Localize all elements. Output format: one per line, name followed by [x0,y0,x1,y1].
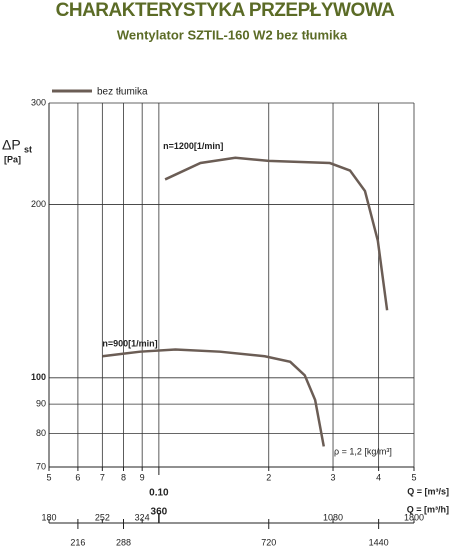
x-tick-label: 0.10 [149,488,169,499]
x2-tick-label: 180 [41,512,56,522]
x-tick-label: 2 [266,472,271,482]
series-label: n=900[1/min] [102,339,157,349]
series-line [164,156,389,311]
y-axis-label-sub: st [24,144,32,154]
y-tick-label: 80 [36,428,46,438]
y-tick-label: 70 [36,461,46,471]
x2-tick-label: 1800 [404,512,424,522]
chart-subtitle: Wentylator SZTIL-160 W2 bez tłumika [117,27,348,42]
x-tick-label: 4 [376,472,381,482]
x-tick-label: 5 [411,472,416,482]
series-line [102,348,326,447]
x2-tick-label: 324 [135,512,150,522]
x2-tick-label: 252 [95,512,110,522]
x2-tick-label: 1080 [323,512,343,522]
x2-axis-label: Q = [m³/h] [407,504,449,514]
y-tick-label: 200 [31,199,46,209]
x2-tick-label: 720 [261,537,276,547]
chart-title: CHARAKTERYSTYKA PRZEPŁYWOWA [56,0,395,21]
y-tick-label: 100 [31,372,46,382]
x-tick-label: 7 [100,472,105,482]
x2-tick-label: 1440 [369,537,389,547]
x2-tick-label: 288 [116,537,131,547]
y-axis-unit: [Pa] [4,154,21,164]
x-tick-label: 3 [331,472,336,482]
x-axis-label: Q = [m³/s] [407,486,449,496]
x-tick-label: 9 [140,472,145,482]
y-tick-label: 90 [36,399,46,409]
x-tick-label: 5 [46,472,51,482]
y-tick-label: 300 [31,97,46,107]
annotation: ρ = 1,2 [kg/m³] [334,446,392,456]
series-label: n=1200[1/min] [163,141,223,151]
legend-label: bez tłumika [97,87,148,98]
x2-tick-label: 216 [70,537,85,547]
x-tick-label: 6 [75,472,80,482]
x2-tick-label: 360 [151,507,168,518]
x-tick-label: 8 [121,472,126,482]
y-axis-label: ΔP [2,137,21,153]
